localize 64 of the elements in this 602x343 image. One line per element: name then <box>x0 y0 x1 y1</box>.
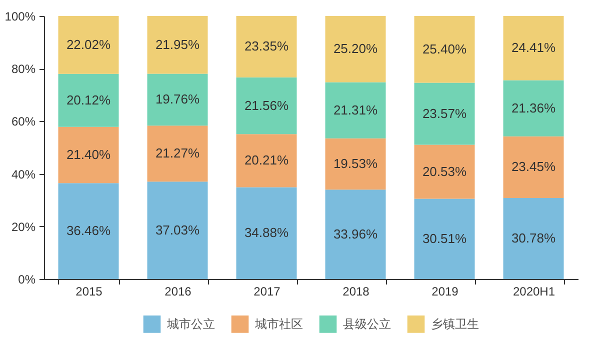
bar <box>236 187 297 279</box>
legend-label: 县级公立 <box>343 317 391 332</box>
legend-label: 城市公立 <box>166 317 215 332</box>
bar <box>325 82 386 138</box>
bar <box>236 16 297 78</box>
bar <box>236 134 297 188</box>
bar <box>414 82 475 145</box>
legend-label: 乡镇卫生 <box>431 317 479 332</box>
bar <box>503 80 564 136</box>
y-tick-label: 100% <box>4 10 36 24</box>
bar <box>325 190 386 279</box>
data-label: 21.36% <box>511 100 556 116</box>
data-label: 19.53% <box>333 156 378 172</box>
data-label: 25.40% <box>422 41 467 56</box>
y-tick-label: 60% <box>11 114 36 129</box>
bar <box>503 16 564 80</box>
data-label: 20.12% <box>66 92 111 108</box>
legend-label: 城市社区 <box>254 317 303 332</box>
data-label: 21.56% <box>244 98 289 113</box>
data-label: 23.35% <box>244 38 289 54</box>
data-label: 23.45% <box>511 159 556 174</box>
x-tick-label: 2018 <box>342 284 370 298</box>
bar <box>414 144 475 199</box>
bar <box>147 16 208 74</box>
bar <box>147 126 208 182</box>
data-label: 21.31% <box>333 102 378 118</box>
data-label: 33.96% <box>333 226 378 242</box>
bar <box>58 74 119 127</box>
data-label: 21.40% <box>66 146 111 162</box>
data-label: 21.95% <box>155 36 200 52</box>
x-tick-label: 2017 <box>254 284 281 298</box>
data-label: 23.57% <box>422 106 467 121</box>
bar <box>414 198 475 279</box>
bar <box>325 138 386 190</box>
y-tick-label: 20% <box>11 220 36 234</box>
bar <box>503 136 564 198</box>
y-tick-label: 0% <box>18 272 36 286</box>
data-label: 19.76% <box>155 92 200 107</box>
bar <box>325 16 386 82</box>
data-label: 34.88% <box>244 225 289 240</box>
x-tick-label: 2019 <box>432 284 459 298</box>
bar <box>414 16 475 83</box>
data-label: 37.03% <box>155 222 200 238</box>
data-label: 30.51% <box>422 230 467 246</box>
data-label: 20.21% <box>244 152 289 168</box>
y-tick-label: 40% <box>11 167 36 182</box>
bar <box>503 198 564 279</box>
y-tick-label: 80% <box>11 62 36 76</box>
data-label: 21.27% <box>155 146 200 161</box>
data-label: 25.20% <box>333 41 378 56</box>
bar <box>236 77 297 134</box>
bar <box>147 182 208 279</box>
bar <box>58 183 119 279</box>
data-label: 22.02% <box>66 36 111 52</box>
x-tick-label: 2016 <box>164 284 192 298</box>
data-label: 20.53% <box>422 164 467 179</box>
bar <box>58 16 119 74</box>
data-label: 30.78% <box>511 230 556 246</box>
bar <box>58 126 119 184</box>
x-tick-label: 2020H1 <box>512 284 556 298</box>
data-label: 24.41% <box>511 40 556 56</box>
data-label: 36.46% <box>66 223 111 238</box>
bar <box>147 74 208 126</box>
x-tick-label: 2015 <box>76 284 103 298</box>
